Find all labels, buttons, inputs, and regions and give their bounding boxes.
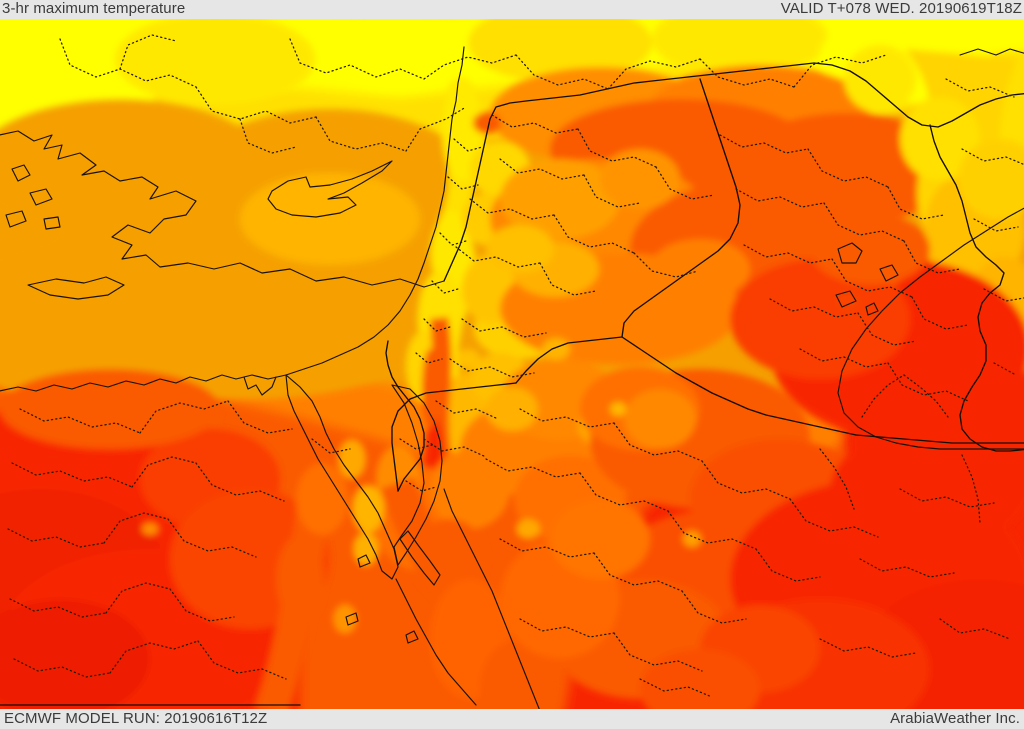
model-run-label: ECMWF MODEL RUN: 20190616T12Z xyxy=(4,710,268,727)
map-geography xyxy=(0,34,1024,709)
credit-label: ArabiaWeather Inc. xyxy=(890,710,1020,727)
top-info-bar: 3-hr maximum temperature VALID T+078 WED… xyxy=(0,0,1024,19)
temperature-heatmap-canvas xyxy=(0,19,1024,709)
bottom-info-bar: ECMWF MODEL RUN: 20190616T12Z ArabiaWeat… xyxy=(0,709,1024,729)
heat-bands-detail xyxy=(0,19,1024,709)
page-title: 3-hr maximum temperature xyxy=(2,0,186,17)
temperature-map[interactable] xyxy=(0,19,1024,709)
valid-time-label: VALID T+078 WED. 20190619T18Z xyxy=(780,0,1022,17)
